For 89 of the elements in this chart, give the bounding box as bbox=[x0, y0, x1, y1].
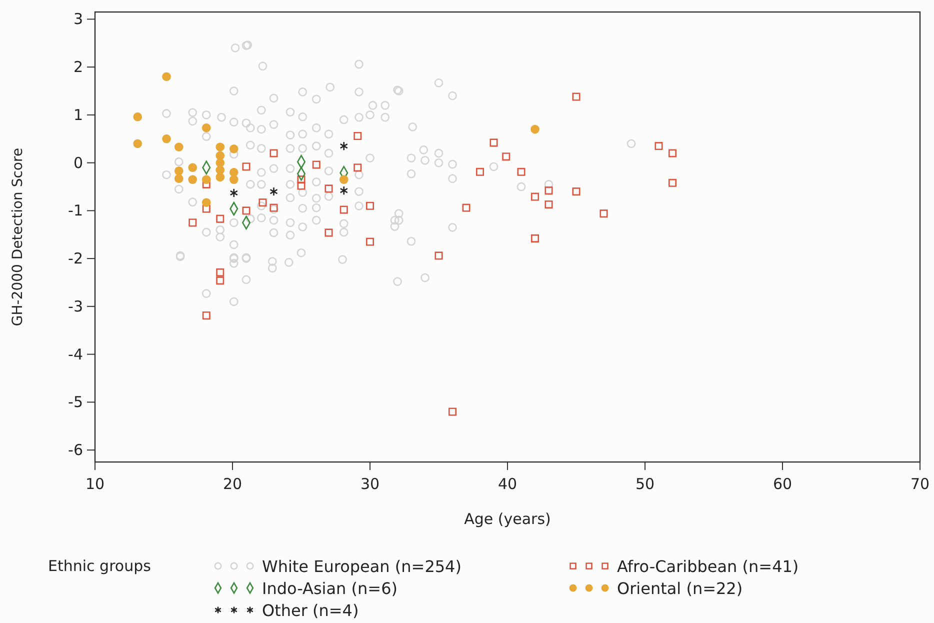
point bbox=[216, 268, 224, 276]
point bbox=[258, 198, 267, 207]
point bbox=[270, 149, 278, 158]
point bbox=[448, 408, 457, 416]
y-tick-label: 1 bbox=[73, 106, 83, 124]
point bbox=[202, 175, 211, 184]
x-tick-label: 70 bbox=[910, 475, 930, 493]
x-tick-label: 20 bbox=[222, 475, 242, 493]
x-tick-label: 10 bbox=[85, 475, 105, 493]
point bbox=[297, 176, 306, 184]
point bbox=[354, 164, 362, 172]
point bbox=[340, 186, 348, 196]
y-tick-label: -6 bbox=[68, 441, 83, 460]
point bbox=[216, 276, 224, 285]
point bbox=[216, 142, 225, 152]
point bbox=[544, 200, 553, 208]
point bbox=[188, 218, 197, 227]
legend-label: Oriental (n=22) bbox=[617, 579, 743, 598]
y-axis-title: GH-2000 Detection Score bbox=[10, 148, 26, 326]
point bbox=[600, 210, 608, 218]
point bbox=[174, 174, 184, 184]
point bbox=[216, 166, 225, 174]
point bbox=[174, 166, 184, 176]
point bbox=[530, 192, 540, 201]
y-tick-label: -3 bbox=[68, 297, 83, 316]
point bbox=[339, 175, 348, 184]
point bbox=[202, 198, 211, 207]
point bbox=[340, 206, 348, 214]
point bbox=[572, 188, 580, 196]
point bbox=[572, 92, 580, 101]
point bbox=[229, 168, 238, 177]
x-tick-label: 30 bbox=[360, 475, 380, 493]
point bbox=[366, 202, 374, 210]
point bbox=[462, 204, 470, 212]
legend-title: Ethnic groups bbox=[48, 557, 152, 575]
point bbox=[162, 72, 171, 82]
x-tick-label: 50 bbox=[635, 475, 655, 493]
point bbox=[174, 142, 184, 152]
point bbox=[270, 186, 278, 196]
point bbox=[340, 141, 348, 151]
y-tick-label: -5 bbox=[68, 393, 83, 412]
y-tick-label: -1 bbox=[68, 202, 83, 220]
point bbox=[476, 168, 484, 176]
point bbox=[133, 139, 142, 148]
point bbox=[133, 112, 142, 122]
point bbox=[229, 175, 238, 184]
point bbox=[242, 162, 250, 171]
point bbox=[230, 188, 238, 198]
point bbox=[202, 123, 211, 132]
legend-label: Afro-Caribbean (n=41) bbox=[617, 557, 799, 576]
y-tick-label: -2 bbox=[68, 250, 83, 268]
point bbox=[502, 152, 510, 161]
point bbox=[216, 151, 225, 160]
y-tick-label: 3 bbox=[73, 10, 83, 28]
point bbox=[324, 228, 333, 237]
point bbox=[162, 134, 171, 144]
point bbox=[188, 163, 198, 172]
point bbox=[216, 172, 225, 182]
point bbox=[530, 234, 540, 242]
point bbox=[517, 168, 526, 176]
y-tick-label: 0 bbox=[73, 154, 83, 172]
point bbox=[668, 149, 677, 158]
point bbox=[434, 252, 443, 260]
point bbox=[654, 142, 663, 150]
x-tick-label: 60 bbox=[772, 475, 792, 493]
point bbox=[188, 175, 198, 184]
point bbox=[544, 186, 553, 195]
point bbox=[242, 206, 250, 215]
point bbox=[668, 178, 677, 187]
point bbox=[216, 158, 225, 168]
point bbox=[297, 182, 306, 190]
point bbox=[530, 124, 540, 134]
point bbox=[229, 144, 238, 154]
legend-label: Indo-Asian (n=6) bbox=[262, 579, 398, 598]
point bbox=[312, 160, 320, 169]
point bbox=[202, 312, 210, 320]
point bbox=[366, 238, 374, 246]
x-axis-title: Age (years) bbox=[464, 510, 551, 528]
y-tick-label: 2 bbox=[73, 58, 83, 76]
point bbox=[324, 184, 333, 193]
point bbox=[354, 132, 362, 140]
y-tick-label: -4 bbox=[68, 345, 83, 364]
x-tick-label: 40 bbox=[498, 475, 518, 493]
legend-label: White European (n=254) bbox=[262, 557, 462, 576]
point bbox=[490, 138, 498, 147]
point bbox=[202, 204, 210, 213]
point bbox=[216, 214, 224, 223]
point bbox=[202, 180, 210, 188]
legend-label: Other (n=4) bbox=[262, 601, 359, 620]
